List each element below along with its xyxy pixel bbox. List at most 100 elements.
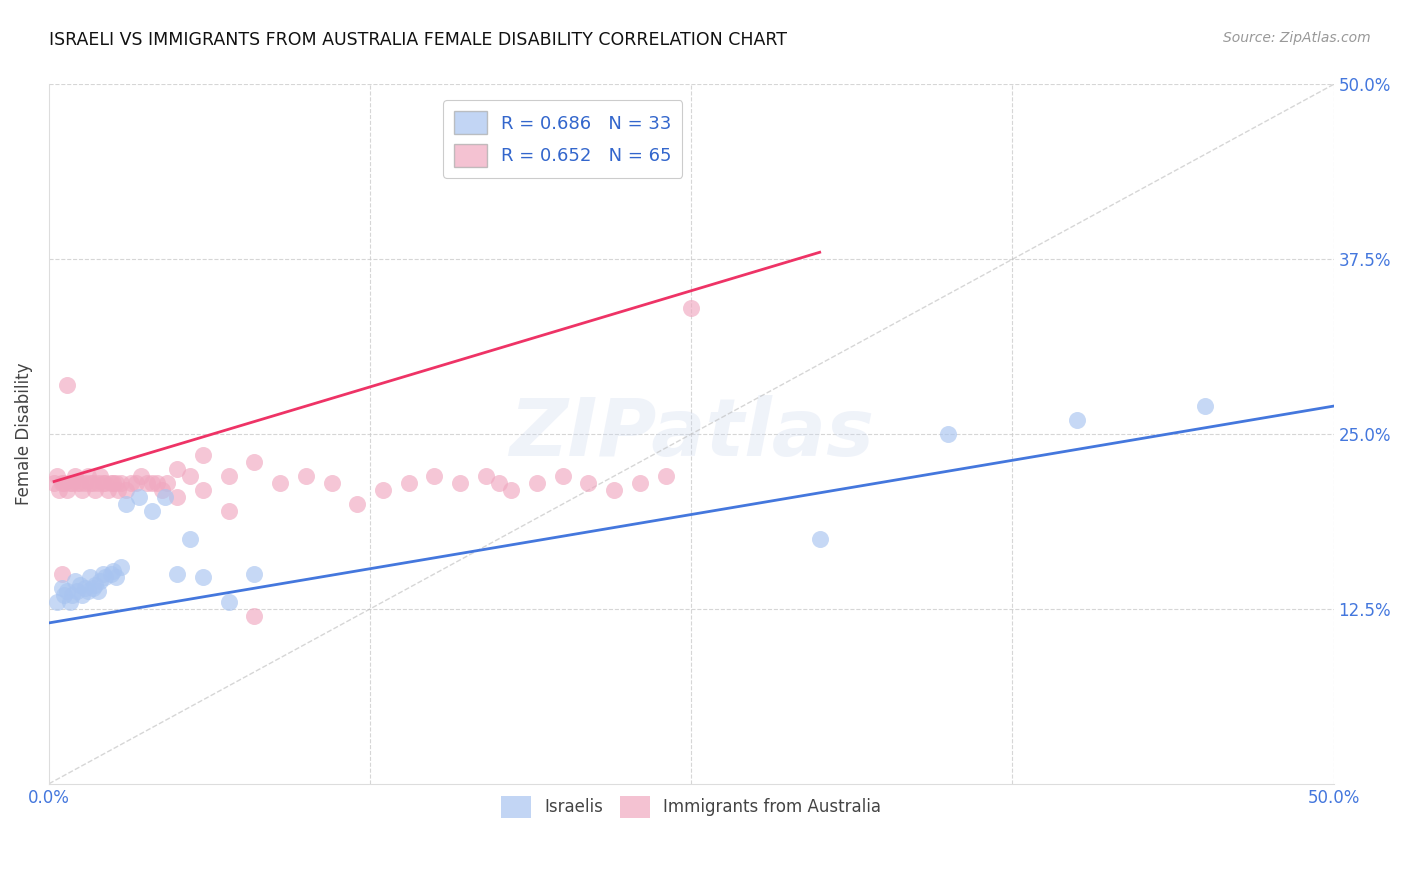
Point xyxy=(69,578,91,592)
Point xyxy=(449,476,471,491)
Point xyxy=(191,570,214,584)
Point xyxy=(73,476,96,491)
Point xyxy=(56,583,79,598)
Point xyxy=(131,469,153,483)
Point xyxy=(501,483,523,497)
Point xyxy=(128,490,150,504)
Point xyxy=(72,588,94,602)
Point xyxy=(107,483,129,497)
Point xyxy=(191,448,214,462)
Point xyxy=(1194,399,1216,413)
Point xyxy=(76,469,98,483)
Point xyxy=(104,570,127,584)
Point xyxy=(218,504,240,518)
Point xyxy=(551,469,574,483)
Point xyxy=(526,476,548,491)
Point xyxy=(76,583,98,598)
Point xyxy=(45,469,67,483)
Point xyxy=(73,581,96,595)
Point xyxy=(58,595,80,609)
Point xyxy=(66,476,89,491)
Text: Source: ZipAtlas.com: Source: ZipAtlas.com xyxy=(1223,31,1371,45)
Point xyxy=(53,588,76,602)
Point xyxy=(603,483,626,497)
Point xyxy=(56,378,79,392)
Point xyxy=(141,504,163,518)
Point xyxy=(371,483,394,497)
Text: ISRAELI VS IMMIGRANTS FROM AUSTRALIA FEMALE DISABILITY CORRELATION CHART: ISRAELI VS IMMIGRANTS FROM AUSTRALIA FEM… xyxy=(49,31,787,49)
Point xyxy=(141,476,163,491)
Point xyxy=(82,476,104,491)
Point xyxy=(104,476,127,491)
Point xyxy=(191,483,214,497)
Point xyxy=(243,455,266,469)
Point xyxy=(166,462,188,476)
Y-axis label: Female Disability: Female Disability xyxy=(15,363,32,506)
Point xyxy=(89,574,111,588)
Point xyxy=(243,566,266,581)
Point xyxy=(51,566,73,581)
Point xyxy=(166,490,188,504)
Point xyxy=(89,469,111,483)
Point xyxy=(84,578,107,592)
Point xyxy=(60,588,83,602)
Point xyxy=(103,476,125,491)
Point xyxy=(808,532,831,546)
Point xyxy=(110,560,132,574)
Point xyxy=(42,476,65,491)
Point xyxy=(166,566,188,581)
Point xyxy=(91,476,114,491)
Point xyxy=(321,476,343,491)
Point xyxy=(295,469,318,483)
Point xyxy=(218,595,240,609)
Point xyxy=(628,476,651,491)
Point xyxy=(110,476,132,491)
Point xyxy=(218,469,240,483)
Point xyxy=(87,583,110,598)
Point xyxy=(153,490,176,504)
Point xyxy=(58,476,80,491)
Point xyxy=(53,476,76,491)
Point xyxy=(91,566,114,581)
Point xyxy=(63,574,86,588)
Point xyxy=(578,476,600,491)
Legend: Israelis, Immigrants from Australia: Israelis, Immigrants from Australia xyxy=(495,789,889,824)
Point xyxy=(120,476,142,491)
Point xyxy=(100,476,122,491)
Point xyxy=(398,476,420,491)
Point xyxy=(87,476,110,491)
Point xyxy=(115,497,138,511)
Point xyxy=(1066,413,1088,427)
Point xyxy=(423,469,446,483)
Point xyxy=(103,564,125,578)
Text: ZIPatlas: ZIPatlas xyxy=(509,395,873,473)
Point xyxy=(51,581,73,595)
Point xyxy=(66,583,89,598)
Point xyxy=(135,476,157,491)
Point xyxy=(936,427,959,442)
Point xyxy=(179,469,201,483)
Point xyxy=(79,476,101,491)
Point xyxy=(45,595,67,609)
Point xyxy=(51,476,73,491)
Point xyxy=(60,476,83,491)
Point xyxy=(48,483,70,497)
Point xyxy=(69,476,91,491)
Point xyxy=(94,476,117,491)
Point xyxy=(269,476,291,491)
Point xyxy=(474,469,496,483)
Point xyxy=(346,497,368,511)
Point xyxy=(72,483,94,497)
Point xyxy=(82,581,104,595)
Point xyxy=(146,476,169,491)
Point xyxy=(243,608,266,623)
Point xyxy=(79,570,101,584)
Point xyxy=(100,566,122,581)
Point xyxy=(56,483,79,497)
Point xyxy=(97,483,120,497)
Point xyxy=(156,476,179,491)
Point xyxy=(115,483,138,497)
Point xyxy=(150,483,173,497)
Point xyxy=(179,532,201,546)
Point xyxy=(654,469,676,483)
